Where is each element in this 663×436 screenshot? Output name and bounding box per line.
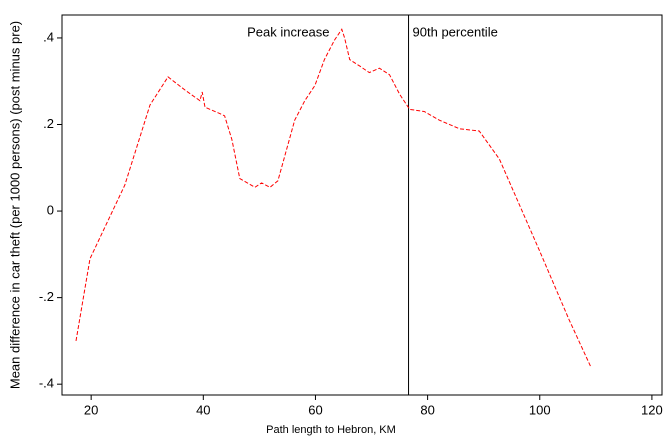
y-tick-label: .4: [43, 29, 54, 44]
y-tick-label: 0: [47, 202, 54, 217]
y-tick-label: -.4: [39, 376, 54, 391]
y-axis-label: Mean difference in car theft (per 1000 p…: [7, 21, 22, 389]
x-tick-label: 20: [84, 402, 98, 417]
x-tick-label: 100: [529, 402, 551, 417]
x-tick-label: 60: [308, 402, 322, 417]
x-axis-label: Path length to Hebron, KM: [266, 424, 396, 436]
x-tick-label: 40: [196, 402, 210, 417]
y-tick-label: .2: [43, 116, 54, 131]
x-tick-label: 120: [641, 402, 663, 417]
y-tick-label: -.2: [39, 289, 54, 304]
plot-frame: [61, 14, 663, 396]
x-tick-label: 80: [420, 402, 434, 417]
annotation: Peak increase: [247, 24, 329, 39]
data-line: [75, 28, 592, 368]
annotation: 90th percentile: [413, 24, 498, 39]
